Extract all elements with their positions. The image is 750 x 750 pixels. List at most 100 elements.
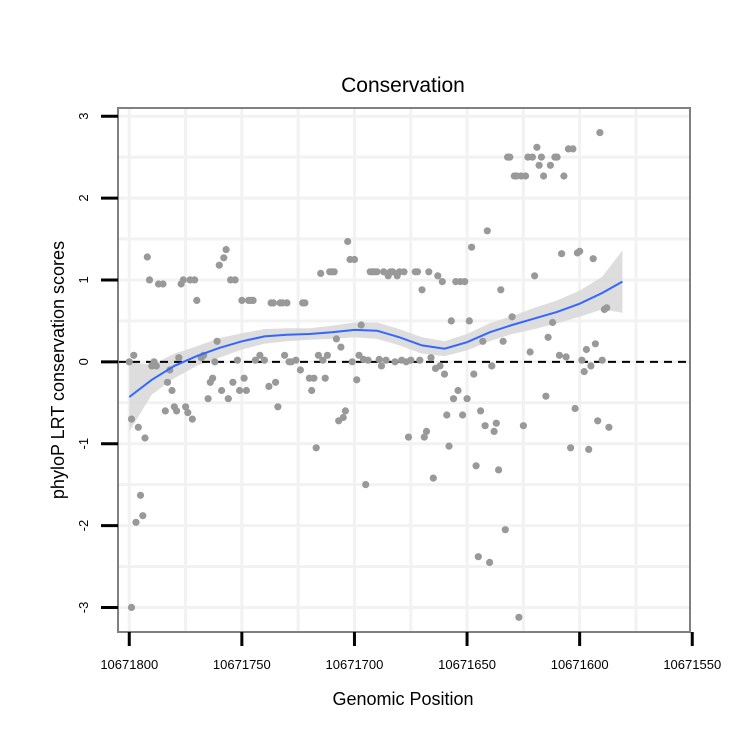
data-point (531, 272, 539, 280)
data-point (594, 417, 602, 425)
data-point (132, 518, 140, 526)
data-point (506, 153, 514, 161)
data-point (528, 153, 537, 161)
data-point (440, 370, 449, 378)
data-point (479, 337, 487, 345)
data-point (168, 386, 176, 395)
data-point (587, 362, 595, 370)
data-point (436, 362, 444, 370)
data-point (542, 392, 550, 400)
data-point (260, 356, 268, 364)
data-point (301, 299, 309, 307)
data-point (486, 558, 494, 567)
data-point (578, 356, 586, 364)
data-point (391, 358, 399, 366)
data-point (438, 278, 446, 286)
data-point (585, 445, 593, 453)
data-point (163, 378, 172, 386)
data-point (209, 374, 217, 382)
data-point (429, 474, 437, 482)
confidence-band (129, 250, 623, 432)
grid-lines (118, 108, 690, 632)
data-point (211, 358, 219, 366)
data-point (265, 382, 273, 390)
data-point (152, 362, 160, 370)
data-point (357, 321, 365, 329)
data-point (499, 337, 507, 345)
data-point (274, 403, 282, 411)
data-point (139, 512, 147, 520)
data-point (447, 317, 455, 325)
data-point (233, 356, 241, 364)
data-point (576, 247, 584, 255)
data-point (571, 404, 579, 413)
y-axis: -3 -2 -1 0 1 2 3 (76, 113, 118, 614)
data-point (461, 278, 469, 286)
data-point (522, 172, 530, 180)
data-point (501, 526, 509, 534)
data-point (445, 442, 453, 450)
smooth-line-layer (128, 280, 623, 398)
data-point (317, 269, 325, 277)
data-point (249, 296, 257, 304)
data-point (312, 444, 320, 452)
data-point (459, 411, 467, 419)
y-tick-label: 1 (76, 276, 91, 283)
data-point (508, 313, 516, 321)
data-point (463, 395, 471, 403)
data-point (141, 434, 149, 442)
data-point (454, 386, 462, 395)
plot-panel (118, 108, 690, 632)
data-point (377, 362, 386, 370)
data-point (413, 268, 422, 276)
data-point (404, 433, 413, 441)
data-point (353, 376, 361, 384)
data-point (218, 386, 226, 395)
data-point (591, 340, 600, 348)
data-point (364, 356, 372, 364)
y-tick-label: -2 (76, 520, 91, 532)
x-tick-label: 10671600 (551, 657, 609, 672)
data-point (184, 409, 192, 417)
data-point (553, 153, 561, 161)
data-point (481, 422, 489, 430)
data-point (182, 403, 190, 411)
data-point (515, 613, 523, 621)
y-tick-label: -3 (76, 602, 91, 614)
smooth-line (128, 280, 623, 398)
data-point (375, 355, 383, 363)
data-point (292, 356, 300, 364)
data-point (283, 299, 291, 307)
data-point (213, 337, 221, 345)
y-axis-title: phyloP LRT conservation scores (48, 241, 68, 499)
data-point (567, 444, 575, 452)
data-point (136, 491, 145, 499)
y-tick-label: 0 (76, 358, 91, 365)
data-point (236, 386, 244, 395)
y-tick-label: 3 (76, 113, 91, 120)
data-point (130, 351, 138, 359)
data-point (580, 368, 588, 376)
data-point (605, 423, 613, 431)
data-point (341, 407, 349, 415)
data-point (492, 419, 500, 427)
data-point (348, 358, 356, 366)
data-point (490, 427, 498, 435)
data-point (238, 296, 246, 304)
data-point (319, 356, 327, 364)
data-point (339, 413, 347, 422)
data-point (488, 362, 496, 370)
data-point (569, 145, 577, 153)
data-point (321, 374, 329, 382)
data-point (558, 250, 566, 258)
data-point (314, 351, 322, 359)
data-point (204, 395, 212, 403)
data-point (526, 348, 534, 356)
data-point (229, 378, 237, 386)
data-point (422, 427, 431, 435)
data-point (549, 318, 557, 327)
data-point (337, 343, 345, 351)
data-point (127, 603, 136, 612)
data-point (296, 366, 304, 374)
